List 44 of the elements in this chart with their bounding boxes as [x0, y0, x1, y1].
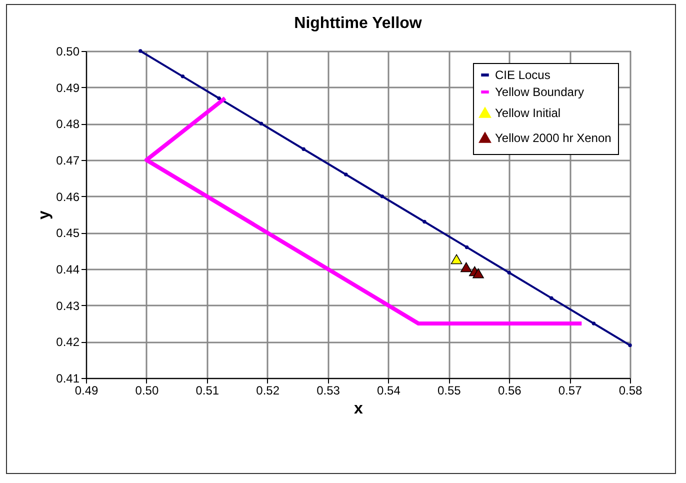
legend-label: CIE Locus — [495, 68, 550, 82]
point — [180, 74, 185, 78]
line-series — [138, 49, 632, 348]
point — [464, 245, 469, 250]
point — [550, 296, 554, 300]
x-tick-label: 0.51 — [196, 384, 220, 398]
point — [507, 270, 511, 274]
point — [422, 220, 426, 224]
y-tick-label: 0.44 — [56, 262, 80, 276]
point — [472, 268, 484, 278]
y-tick-label: 0.50 — [56, 44, 80, 58]
x-axis-title: x — [354, 400, 364, 418]
y-tick-label: 0.41 — [56, 372, 80, 386]
y-tick-label: 0.43 — [56, 298, 80, 313]
y-tick-label: 0.45 — [56, 226, 80, 240]
point — [450, 254, 462, 264]
y-tick-label: 0.46 — [56, 190, 80, 204]
x-tick-label: 0.55 — [437, 384, 462, 398]
point — [628, 343, 632, 348]
legend-label: Yellow Initial — [495, 106, 561, 120]
point — [460, 262, 472, 272]
legend-label: Yellow Boundary — [495, 85, 584, 99]
y-tick-label: 0.48 — [56, 117, 80, 132]
x-tick-label: 0.52 — [256, 384, 280, 398]
y-tick-label: 0.49 — [56, 80, 80, 95]
x-tick-label: 0.57 — [558, 384, 582, 398]
x-tick-label: 0.56 — [498, 384, 522, 398]
point — [380, 194, 384, 198]
x-tick-label: 0.54 — [377, 384, 401, 398]
y-tick-label: 0.42 — [56, 335, 80, 350]
x-tick-label: 0.49 — [74, 384, 98, 398]
point — [259, 122, 264, 126]
chart-title: Nighttime Yellow — [294, 15, 422, 32]
x-tick-label: 0.58 — [618, 384, 642, 398]
point — [302, 147, 306, 151]
point — [592, 322, 596, 326]
legend-label: Yellow 2000 hr Xenon — [495, 131, 612, 145]
y-axis-title: y — [36, 210, 54, 220]
y-tick-label: 0.47 — [56, 154, 80, 168]
x-tick-label: 0.50 — [135, 384, 159, 398]
point — [138, 49, 142, 53]
point — [217, 96, 221, 100]
x-tick-label: 0.53 — [316, 384, 340, 398]
point — [344, 172, 348, 176]
